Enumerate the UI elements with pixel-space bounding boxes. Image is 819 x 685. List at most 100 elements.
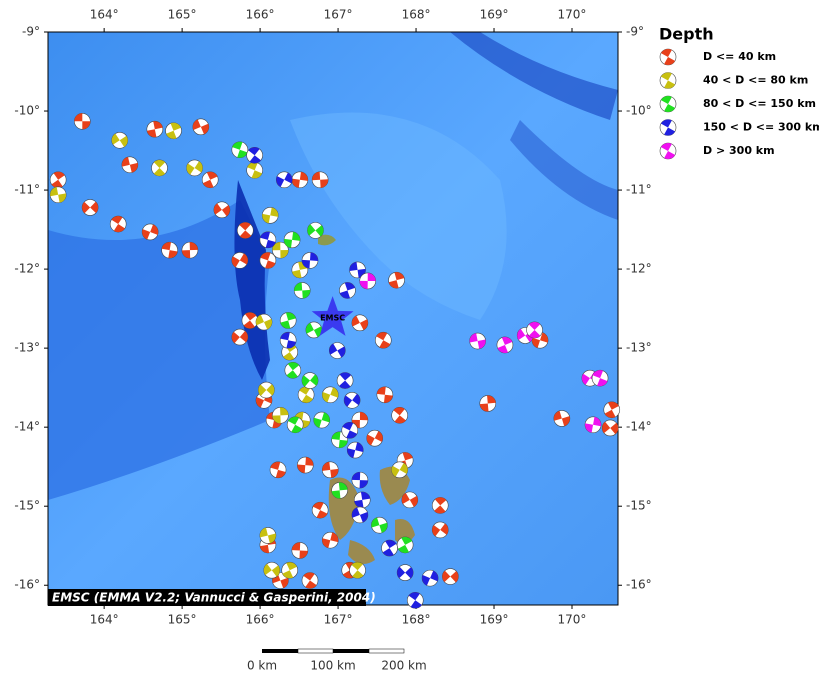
ball-quadrants xyxy=(604,401,619,418)
focal-mechanism xyxy=(659,119,677,136)
ball-quadrants xyxy=(398,536,413,553)
focal-mechanism xyxy=(231,252,249,269)
epicenter-star xyxy=(311,296,354,336)
ball-quadrants xyxy=(307,224,324,237)
y-tick-label: -10° xyxy=(14,104,40,118)
ball-quadrants xyxy=(388,272,405,289)
scale-label: 200 km xyxy=(381,659,426,673)
ball-quadrants xyxy=(347,442,364,458)
focal-mechanism xyxy=(366,429,384,447)
ball-quadrants xyxy=(382,540,397,557)
focal-mechanism xyxy=(307,222,324,239)
focal-mechanism xyxy=(293,282,311,299)
ball-quadrants xyxy=(397,566,414,579)
y-tick-label: -13° xyxy=(14,341,40,355)
y-tick-label: -12° xyxy=(626,262,652,276)
focal-mechanism xyxy=(111,131,129,149)
focal-mechanism xyxy=(371,516,388,534)
epicenter-label: EMSC xyxy=(320,314,345,323)
focal-mechanism xyxy=(121,156,139,174)
focal-mechanism xyxy=(301,572,319,589)
focal-mechanism xyxy=(431,521,449,539)
ball-quadrants xyxy=(553,410,570,427)
focal-mechanism xyxy=(396,564,414,581)
focal-mechanism xyxy=(261,207,279,224)
focal-mechanism xyxy=(231,141,249,159)
legend-title: Depth xyxy=(659,25,714,44)
focal-mechanism xyxy=(259,231,277,249)
ball-quadrants xyxy=(294,412,311,429)
legend-label: D > 300 km xyxy=(703,144,775,157)
ball-quadrants xyxy=(283,344,297,361)
focal-mechanism xyxy=(255,313,273,331)
ball-quadrants xyxy=(660,142,676,159)
legend-label: 40 < D <= 80 km xyxy=(703,74,808,87)
focal-mechanism xyxy=(192,118,210,136)
focal-mechanism xyxy=(341,422,359,439)
ball-quadrants xyxy=(272,242,289,259)
ball-quadrants xyxy=(272,407,289,424)
x-tick-label: 168° xyxy=(402,613,431,627)
focal-mechanism xyxy=(388,271,405,289)
focal-mechanism xyxy=(659,72,677,89)
focal-mechanism xyxy=(146,120,164,138)
ball-quadrants xyxy=(231,253,248,268)
focal-mechanism xyxy=(151,159,168,177)
focal-mechanism xyxy=(279,312,297,329)
ball-quadrants xyxy=(408,592,422,609)
focal-mechanism xyxy=(236,222,254,239)
ball-quadrants xyxy=(288,416,303,433)
ball-quadrants xyxy=(391,462,408,477)
ball-quadrants xyxy=(312,502,328,519)
focal-mechanism xyxy=(526,321,543,339)
ball-quadrants xyxy=(331,431,348,448)
y-tick-label: -11° xyxy=(626,183,652,197)
ball-quadrants xyxy=(660,95,676,113)
focal-mechanism xyxy=(141,223,159,241)
ball-quadrants xyxy=(259,527,276,544)
focal-mechanism xyxy=(258,381,275,399)
scale-label: 100 km xyxy=(310,659,355,673)
focal-mechanism xyxy=(469,332,486,350)
focal-mechanism xyxy=(165,122,182,140)
focal-mechanism xyxy=(346,441,364,459)
y-tick-label: -9° xyxy=(22,25,40,39)
ball-quadrants xyxy=(339,372,352,389)
focal-mechanism xyxy=(311,171,329,189)
ball-quadrants xyxy=(299,386,313,403)
x-tick-label: 166° xyxy=(246,613,275,627)
ball-quadrants xyxy=(422,570,439,586)
focal-mechanism xyxy=(479,395,497,412)
focal-mechanism xyxy=(659,142,677,160)
focal-mechanism xyxy=(396,536,414,554)
ball-quadrants xyxy=(517,328,534,343)
x-tick-label: 169° xyxy=(480,613,509,627)
ball-quadrants xyxy=(243,312,257,329)
focal-mechanism xyxy=(81,199,99,216)
ball-quadrants xyxy=(50,186,67,203)
focal-mechanism xyxy=(349,561,366,579)
x-tick-label: 165° xyxy=(168,613,197,627)
ball-quadrants xyxy=(351,507,368,523)
ball-quadrants xyxy=(322,387,339,403)
ball-quadrants xyxy=(82,201,99,214)
y-tick-label: -14° xyxy=(626,420,652,434)
focal-mechanism xyxy=(603,401,621,419)
focal-mechanism xyxy=(297,456,314,474)
ball-quadrants xyxy=(291,542,308,559)
ball-quadrants xyxy=(442,570,459,583)
ball-quadrants xyxy=(192,119,209,135)
focal-mechanism xyxy=(311,501,329,519)
ball-quadrants xyxy=(342,422,358,439)
ball-quadrants xyxy=(301,252,318,269)
ball-quadrants xyxy=(260,231,276,248)
focal-mechanism xyxy=(74,113,91,130)
ball-quadrants xyxy=(202,171,218,188)
ball-quadrants xyxy=(161,242,178,259)
ball-quadrants xyxy=(393,407,406,424)
x-tick-label: 167° xyxy=(324,8,353,22)
focal-mechanism xyxy=(284,361,302,379)
ball-quadrants xyxy=(660,49,676,66)
legend-label: 150 < D <= 300 km xyxy=(703,121,819,134)
